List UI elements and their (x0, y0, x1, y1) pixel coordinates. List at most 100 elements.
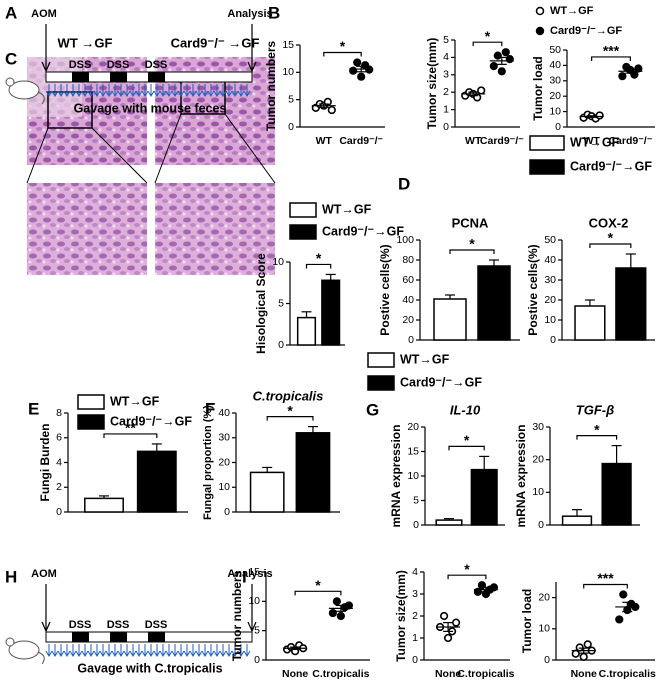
y-tick-label: 4 (412, 566, 418, 578)
y-tick-label: 80 (402, 254, 414, 266)
data-point (497, 67, 506, 76)
gavage-arrow (243, 644, 251, 657)
gavage-arrow (207, 644, 215, 657)
y-tick-label: 2 (412, 610, 418, 622)
gavage-arrow (207, 84, 215, 97)
significance-bracket (448, 445, 485, 451)
significance-bracket (449, 249, 495, 254)
treatment-label: DSS (69, 619, 92, 631)
mouse (5, 637, 15, 647)
gavage-arrow (183, 84, 191, 97)
bar (321, 279, 341, 346)
gavage-arrow (219, 84, 227, 97)
data-point (615, 615, 624, 624)
y-tick-label: 50 (549, 44, 561, 56)
treatment-label: DSS (145, 619, 168, 631)
gavage-arrow (63, 84, 71, 97)
data-point (357, 72, 366, 81)
y-tick-label: 10 (544, 314, 556, 326)
gavage-arrow (87, 84, 95, 97)
gavage-arrow (237, 84, 245, 97)
y-tick-label: 20 (402, 314, 414, 326)
gavage-arrow (195, 644, 203, 657)
gavage-arrow (75, 84, 83, 97)
x-tick-label: C.tropicalis (312, 668, 369, 680)
gavage-arrow (231, 84, 239, 97)
y-tick-label: 10 (282, 66, 294, 78)
y-tick-label: 20 (544, 294, 556, 306)
y-axis-label: Tumor size(mm) (425, 38, 439, 130)
y-axis-label: Fungal proportion (%) (202, 405, 214, 520)
legend-marker (289, 202, 317, 218)
y-tick-label: 10 (538, 623, 550, 635)
panel-label: E (28, 399, 39, 418)
arrow-head (41, 61, 51, 73)
gavage-arrow (147, 644, 155, 657)
legend-marker (535, 6, 545, 16)
panel-label: H (5, 567, 17, 586)
dss-block (72, 72, 89, 82)
arrow-head (41, 621, 51, 633)
data-point (501, 48, 510, 57)
gavage-label: Gavage with mouse feces (74, 101, 227, 115)
data-point (489, 61, 498, 71)
bar (470, 468, 498, 526)
gavage-arrow (129, 644, 137, 657)
bar (601, 462, 632, 526)
significance-bracket (103, 433, 158, 438)
data-point (327, 105, 336, 115)
legend-marker (289, 224, 317, 240)
significance-label: * (316, 250, 322, 266)
legend-label: Card9⁻/⁻→GF (400, 375, 482, 389)
bar (84, 497, 124, 513)
gavage-arrow (69, 644, 77, 657)
significance-bracket (583, 583, 628, 589)
data-point (328, 608, 337, 618)
panel-label: I (242, 567, 247, 586)
legend-label: Card9⁻/⁻→GF (570, 159, 652, 173)
y-tick-label: 4 (56, 456, 62, 468)
data-point (344, 601, 353, 610)
x-tick-label: WT (583, 135, 600, 147)
panel-label: D (398, 174, 410, 193)
data-point (630, 70, 639, 79)
x-tick-label: None (435, 668, 461, 680)
legend-marker (529, 135, 565, 151)
y-tick-label: 0 (288, 121, 294, 133)
bar (574, 305, 606, 341)
legend-marker (529, 159, 565, 175)
significance-label: * (464, 432, 470, 448)
y-tick-label: 30 (549, 75, 561, 87)
gavage-arrow (237, 644, 245, 657)
data-point (579, 652, 588, 661)
gavage-arrow (153, 84, 161, 97)
y-tick-label: 30 (532, 421, 544, 433)
y-axis-label: Tumor size(mm) (394, 570, 408, 662)
y-tick-label: 2 (56, 481, 62, 493)
data-point (353, 58, 362, 67)
gavage-arrow (117, 84, 125, 97)
y-tick-label: 5 (254, 624, 260, 636)
gavage-arrow (147, 84, 155, 97)
gavage-arrow (81, 644, 89, 657)
y-tick-label: 40 (402, 294, 414, 306)
treatment-label: DSS (107, 619, 130, 631)
gavage-arrow (117, 644, 125, 657)
data-point (439, 611, 449, 621)
image-label: WT →GF (58, 35, 113, 50)
legend-marker (367, 352, 395, 368)
x-tick-label: Card9⁻/⁻ (339, 135, 383, 147)
y-tick-label: 6 (56, 432, 62, 444)
data-point (618, 72, 627, 81)
y-tick-label: 0 (412, 654, 418, 666)
significance-bracket (294, 590, 342, 596)
gavage-arrow (123, 84, 131, 97)
mouse (37, 651, 45, 665)
significance-bracket (576, 435, 618, 440)
y-tick-label: 30 (218, 432, 230, 444)
gavage-arrow (135, 84, 143, 97)
dss-block (110, 632, 127, 642)
gavage-arrow (141, 84, 149, 97)
x-tick-label: Card9⁻/⁻ (608, 135, 652, 147)
y-tick-label: 40 (218, 407, 230, 419)
